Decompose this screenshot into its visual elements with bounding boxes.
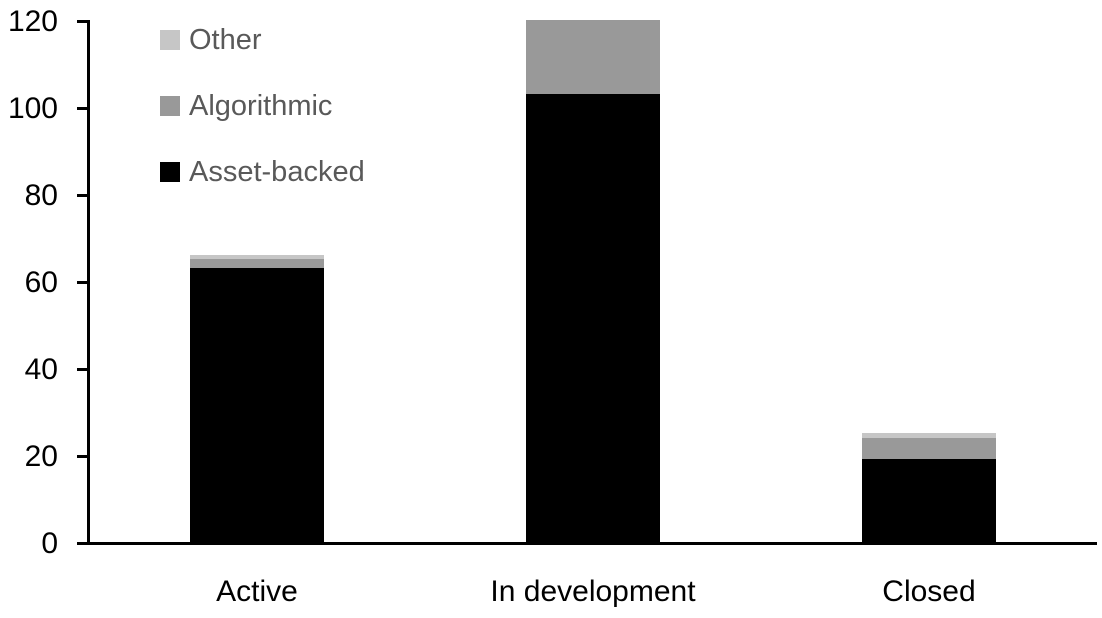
bar-active-algorithmic bbox=[190, 259, 324, 268]
legend-swatch-algorithmic bbox=[160, 96, 180, 116]
legend-item-asset-backed: Asset-backed bbox=[160, 157, 365, 187]
legend-label: Asset-backed bbox=[189, 156, 365, 188]
y-tick-label: 100 bbox=[7, 91, 58, 125]
x-category-label-active: Active bbox=[216, 575, 298, 608]
y-tick bbox=[77, 20, 89, 23]
bar-active-asset-backed bbox=[190, 267, 324, 542]
legend-label: Other bbox=[189, 24, 262, 56]
bar-in-development-algorithmic bbox=[526, 20, 660, 94]
y-tick bbox=[77, 194, 89, 197]
y-tick-label: 40 bbox=[24, 352, 58, 386]
legend-item-algorithmic: Algorithmic bbox=[160, 91, 332, 121]
x-axis-line bbox=[77, 542, 1097, 545]
y-tick-label: 0 bbox=[41, 526, 58, 560]
y-tick bbox=[77, 368, 89, 371]
bar-in-development-asset-backed bbox=[526, 93, 660, 542]
x-category-label-closed: Closed bbox=[882, 575, 976, 608]
y-tick-label: 120 bbox=[7, 4, 58, 38]
bar-closed-algorithmic bbox=[862, 437, 996, 460]
y-tick-label: 80 bbox=[24, 178, 58, 212]
bar-active-other bbox=[190, 254, 324, 260]
legend-swatch-asset-backed bbox=[160, 162, 180, 182]
legend-label: Algorithmic bbox=[189, 90, 333, 122]
x-category-label-in-development: In development bbox=[490, 575, 696, 608]
y-tick bbox=[77, 107, 89, 110]
y-tick bbox=[77, 281, 89, 284]
y-tick-label: 60 bbox=[24, 265, 58, 299]
legend-item-other: Other bbox=[160, 25, 262, 55]
y-tick-label: 20 bbox=[24, 439, 58, 473]
y-tick bbox=[77, 455, 89, 458]
bar-closed-other bbox=[862, 433, 996, 438]
legend-swatch-other bbox=[160, 30, 180, 50]
bar-closed-asset-backed bbox=[862, 459, 996, 542]
